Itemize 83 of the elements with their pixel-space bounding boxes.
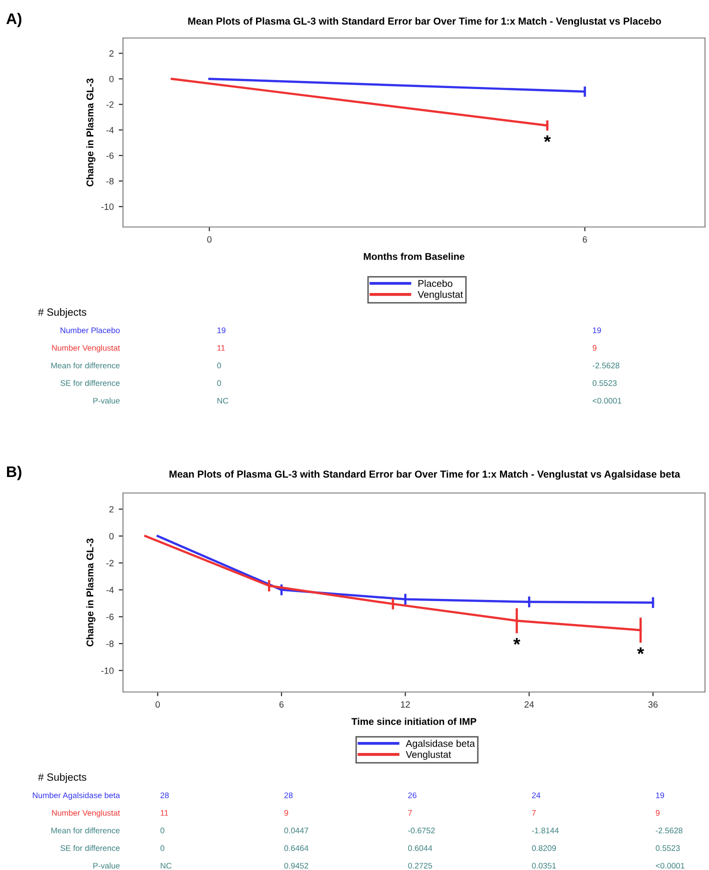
text: 0 bbox=[160, 828, 164, 834]
text: Number Agalsidase beta bbox=[32, 792, 120, 800]
x-tick-label: 36 bbox=[648, 701, 658, 708]
y-tick-label: 2 bbox=[109, 506, 114, 512]
text: 0.8209 bbox=[532, 845, 556, 851]
text: 19 bbox=[592, 327, 601, 334]
text: 0 bbox=[217, 380, 222, 386]
legend-label: Agalsidase beta bbox=[406, 740, 475, 749]
x-tick-label: 6 bbox=[279, 701, 284, 708]
text: <0.0001 bbox=[656, 862, 684, 869]
legend-label: Venglustat bbox=[406, 750, 452, 760]
line-series bbox=[156, 534, 654, 604]
text: 9 bbox=[284, 810, 288, 816]
text: 24 bbox=[532, 792, 540, 798]
y-tick-label: 2 bbox=[109, 50, 114, 57]
text: Mean for difference bbox=[51, 362, 120, 368]
y-tick-label: -10 bbox=[101, 204, 114, 210]
y-axis-title: Change in Plasma GL-3 bbox=[86, 538, 96, 646]
text: 0.5523 bbox=[656, 845, 680, 851]
text: Number Venglustat bbox=[52, 810, 120, 818]
y-tick-label: -8 bbox=[106, 178, 114, 184]
text: 9 bbox=[592, 345, 596, 351]
text: 28 bbox=[284, 792, 293, 798]
x-axis-title: Months from Baseline bbox=[364, 252, 464, 260]
text: 11 bbox=[160, 810, 168, 816]
y-tick-label: -10 bbox=[101, 667, 114, 674]
text: -1.8144 bbox=[532, 828, 559, 834]
text: 0.6044 bbox=[408, 845, 432, 851]
legend-label: Venglustat bbox=[418, 290, 463, 300]
annotation: * bbox=[513, 638, 520, 645]
text: -0.6752 bbox=[408, 828, 435, 834]
y-tick-label: -6 bbox=[106, 614, 114, 620]
text: <0.0001 bbox=[592, 398, 622, 404]
annotation: * bbox=[544, 135, 551, 142]
text: 0.5523 bbox=[592, 380, 617, 386]
text: P-value bbox=[93, 398, 120, 404]
legend-label: Placebo bbox=[418, 280, 452, 287]
x-axis-title: Time since initiation of IMP bbox=[352, 718, 476, 725]
text: 7 bbox=[532, 810, 536, 816]
y-tick-label: -6 bbox=[106, 152, 114, 159]
text: 0.0351 bbox=[532, 862, 556, 869]
y-axis-title: Change in Plasma GL-3 bbox=[86, 78, 96, 186]
text: P-value bbox=[93, 862, 120, 869]
text: 19 bbox=[217, 327, 226, 334]
x-tick-label: 6 bbox=[582, 236, 587, 243]
text: -2.5628 bbox=[592, 362, 620, 368]
text: NC bbox=[160, 862, 172, 869]
text: SE for difference bbox=[60, 845, 120, 851]
text: SE for difference bbox=[60, 380, 120, 386]
text: 0 bbox=[160, 845, 164, 851]
text: Number Venglustat bbox=[52, 344, 120, 352]
text: -2.5628 bbox=[656, 828, 682, 834]
text: 19 bbox=[656, 792, 664, 798]
text: 0.2725 bbox=[408, 862, 432, 869]
text: 0.6464 bbox=[284, 845, 308, 851]
text: 0 bbox=[217, 362, 222, 368]
text: # Subjects bbox=[38, 773, 86, 783]
y-tick-label: -8 bbox=[106, 640, 114, 647]
y-tick-label: -4 bbox=[106, 127, 114, 134]
text: 9 bbox=[656, 810, 660, 816]
y-tick-label: 0 bbox=[109, 532, 114, 540]
x-tick-label: 24 bbox=[524, 701, 534, 708]
text: 7 bbox=[408, 810, 412, 816]
y-tick-label: 0 bbox=[109, 76, 114, 82]
text: NC bbox=[218, 398, 228, 404]
annotation: * bbox=[637, 647, 644, 654]
text: Number Placebo bbox=[60, 327, 120, 334]
text: Mean for difference bbox=[51, 827, 120, 834]
y-tick-label: -2 bbox=[106, 101, 114, 108]
x-tick-label: 12 bbox=[401, 701, 410, 708]
chart-title: Mean Plots of Plasma GL-3 with Standard Error bar Over Time for 1:x Match - Venglustat vs Placebo bbox=[188, 17, 662, 27]
text: # Subjects bbox=[38, 308, 86, 318]
y-tick-label: -4 bbox=[106, 586, 114, 594]
text: 11 bbox=[217, 345, 225, 351]
y-tick-label: -2 bbox=[106, 560, 114, 566]
x-tick-label: 0 bbox=[156, 701, 160, 708]
text: 0.9452 bbox=[284, 862, 308, 869]
text: B) bbox=[7, 466, 22, 480]
text: 0.0447 bbox=[284, 828, 308, 834]
text: 28 bbox=[160, 792, 169, 798]
text: A) bbox=[6, 12, 22, 28]
chart-title: Mean Plots of Plasma GL-3 with Standard Error bar Over Time for 1:x Match - Venglustat vs Agalsidase beta bbox=[170, 470, 680, 480]
text: 26 bbox=[408, 792, 416, 798]
